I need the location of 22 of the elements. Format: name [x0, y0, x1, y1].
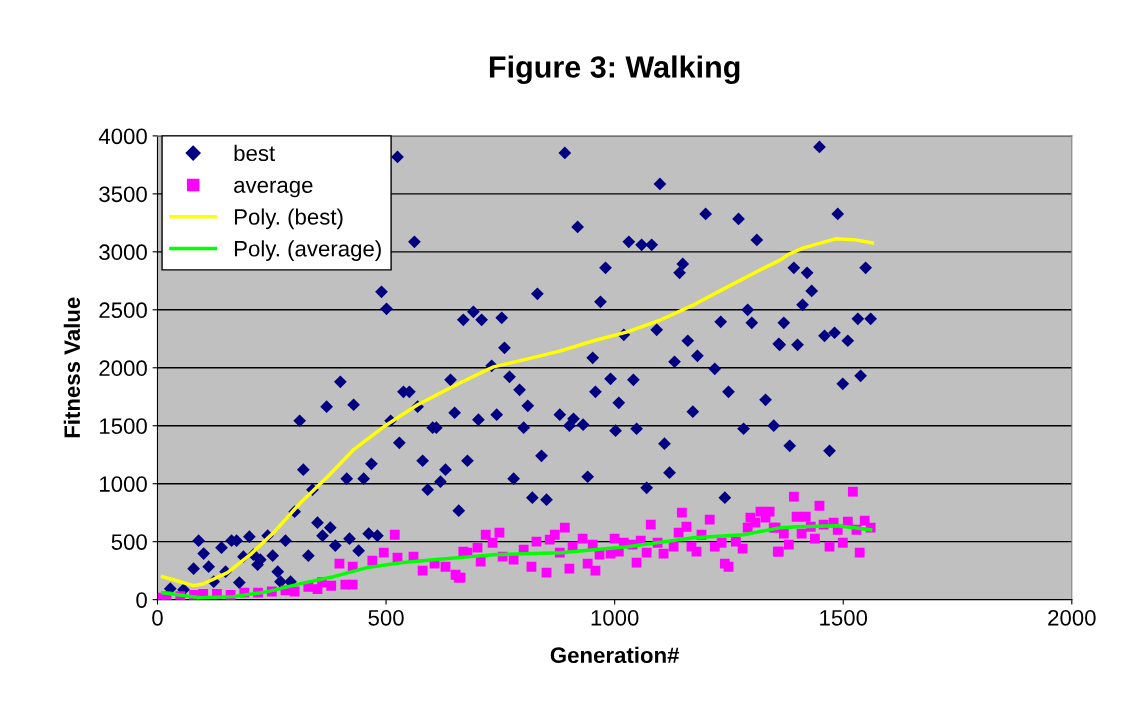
line-series	[160, 237, 875, 588]
x-tick-label: 1000	[591, 609, 639, 626]
y-tick-label: 500	[111, 534, 147, 550]
y-tick-label: 3500	[99, 186, 147, 203]
x-tick-label: 2000	[1048, 609, 1096, 626]
y-tick-label: 0	[136, 592, 147, 608]
y-tick-label: 3000	[99, 244, 147, 261]
x-tick-label: 0	[152, 609, 163, 626]
legend-label: best	[234, 144, 276, 162]
legend-label: Poly. (best)	[234, 208, 343, 230]
y-tick-label: 1500	[100, 418, 147, 435]
x-axis-title: Generation#	[550, 646, 680, 664]
x-tick-label: 1500	[820, 609, 868, 626]
y-tick-label: 1000	[100, 476, 147, 492]
legend-label: average	[234, 180, 313, 198]
chart-title: Figure 3: Walking	[489, 55, 740, 85]
y-axis-title: Fitness Value	[63, 297, 81, 438]
y-tick-label: 2500	[99, 302, 147, 319]
x-tick-label: 500	[368, 609, 404, 626]
y-tick-label: 2000	[99, 360, 147, 377]
y-tick-label: 4000	[98, 128, 147, 145]
legend-label: Poly. (average)	[234, 240, 381, 261]
